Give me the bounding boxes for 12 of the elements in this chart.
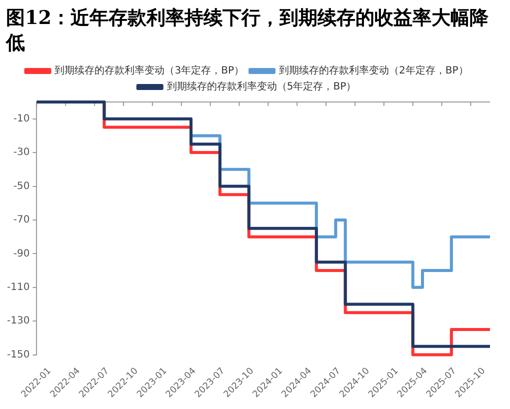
legend-label: 到期续存的存款利率变动（5年定存，BP） [166,80,356,93]
y-tick-label: -70 [13,214,30,226]
y-tick-label: -90 [13,248,30,260]
y-tick-label: -10 [13,113,30,124]
legend-label: 到期续存的存款利率变动（3年定存，BP） [54,64,244,77]
y-tick-label: -30 [13,147,30,158]
y-tick-label: -150 [6,349,30,360]
y-tick-label: -130 [6,316,30,327]
y-tick-label: -110 [6,282,30,293]
y-tick-label: -50 [13,180,30,192]
chart-title: 图12：近年存款利率持续下行，到期续存的收益率大幅降低 [4,6,490,56]
legend-label: 到期续存的存款利率变动（2年定存，BP） [279,64,468,77]
